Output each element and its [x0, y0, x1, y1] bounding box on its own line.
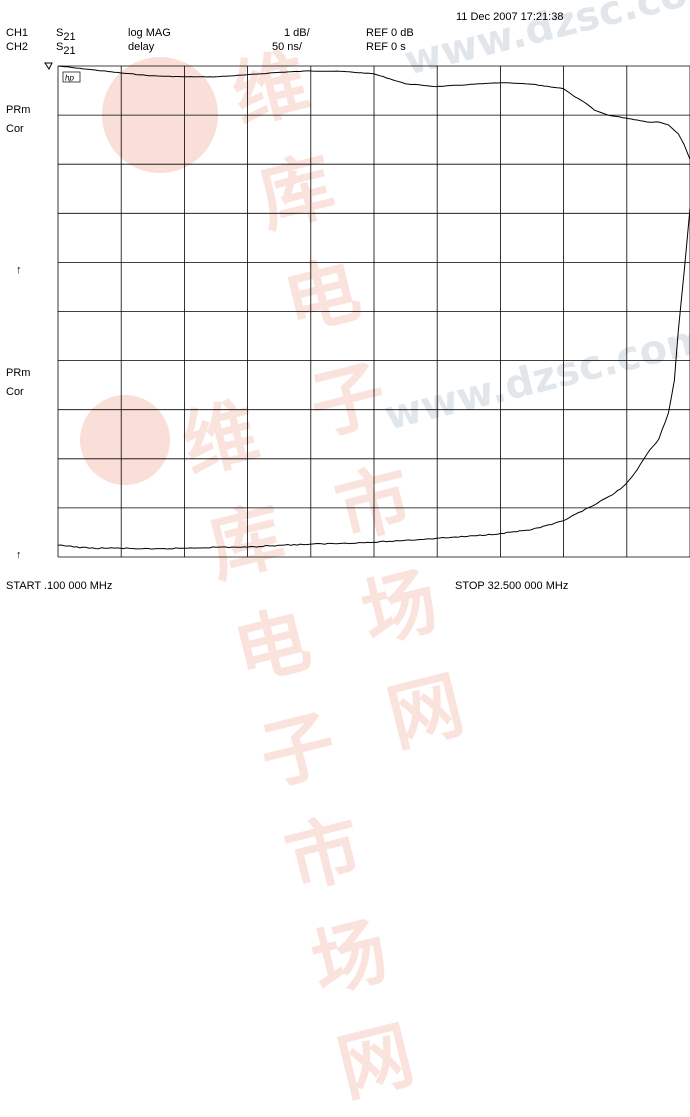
ch2-param-name: S	[56, 41, 64, 53]
timestamp: 11 Dec 2007 17:21:38	[456, 11, 564, 23]
ch1-prm-label: PRm	[6, 104, 31, 116]
ch1-label: CH1	[6, 27, 29, 39]
ch2-format: delay	[128, 41, 155, 53]
ch1-ref-arrow-icon: ↑	[16, 264, 22, 276]
ch2-scale: 50 ns/	[272, 41, 302, 53]
ch2-delay-trace	[57, 208, 690, 550]
marker-label: hp	[65, 74, 74, 83]
ch2-param-sub: 21	[63, 45, 76, 57]
ch1-param-name: S	[56, 27, 64, 39]
ch1-format: log MAG	[128, 27, 171, 39]
stop-frequency: STOP 32.500 000 MHz	[455, 580, 569, 592]
ch1-ref: REF 0 dB	[366, 27, 414, 39]
ch2-cor-label: Cor	[6, 386, 24, 398]
ref-position-marker-icon	[44, 62, 53, 70]
ch1-param-sub: 21	[63, 31, 76, 43]
ch2-param: S21	[56, 41, 76, 57]
ch2-prm-label: PRm	[6, 367, 31, 379]
ch1-param: S21	[56, 27, 76, 43]
ch1-log-mag-trace	[57, 65, 690, 160]
ch2-ref-arrow-icon: ↑	[16, 549, 22, 561]
traces	[57, 65, 690, 550]
ch2-label: CH2	[6, 41, 29, 53]
start-frequency: START .100 000 MHz	[6, 580, 113, 592]
ch2-ref: REF 0 s	[366, 41, 406, 53]
ch1-cor-label: Cor	[6, 123, 24, 135]
ch1-scale: 1 dB/	[284, 27, 310, 39]
plot-area: hp	[44, 62, 690, 558]
hp-marker-icon: hp	[62, 71, 81, 83]
grid	[57, 65, 690, 558]
